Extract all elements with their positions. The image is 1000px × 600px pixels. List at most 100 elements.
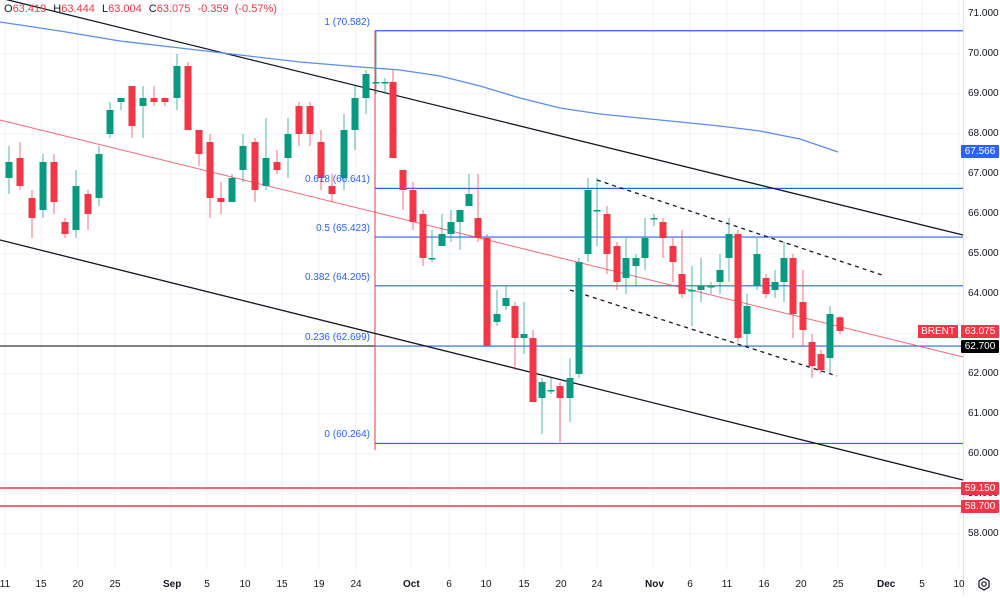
candle-body xyxy=(306,106,314,134)
open-key: O xyxy=(4,3,13,15)
price-tag: 67.566 xyxy=(961,145,999,159)
candle-body xyxy=(716,270,724,282)
price-tick-label: 62.000 xyxy=(968,368,999,379)
candle-body xyxy=(762,278,770,294)
price-tick-label: 69.000 xyxy=(968,88,999,99)
candle-body xyxy=(575,262,583,374)
gear-icon[interactable] xyxy=(977,577,991,591)
candle-body xyxy=(632,258,640,266)
trend-line-channel-mid xyxy=(0,119,964,358)
candle-body xyxy=(743,306,751,334)
candle-body xyxy=(641,238,649,258)
time-tick-label: Nov xyxy=(645,579,664,590)
candle-body xyxy=(688,290,696,292)
candle-body xyxy=(284,134,292,158)
candle-body xyxy=(538,382,546,398)
candle-body xyxy=(593,210,601,212)
candle-body xyxy=(399,170,407,190)
time-tick-label: 24 xyxy=(591,579,603,590)
price-tag: 63.075 xyxy=(961,325,999,338)
candle-body xyxy=(95,154,103,198)
low-key: L xyxy=(101,3,109,15)
price-tag: 62.700 xyxy=(961,340,999,353)
candle-body xyxy=(753,254,761,286)
fib-level-label: 0.236 (62.699) xyxy=(304,332,370,344)
price-tick-label: 67.000 xyxy=(968,168,999,179)
candle-body xyxy=(217,198,225,202)
candle-body xyxy=(340,130,348,178)
open-value: 63.419 xyxy=(12,3,47,15)
time-tick-label: 19 xyxy=(313,579,325,590)
fib-level-label: 0.382 (64.205) xyxy=(304,271,370,283)
candle-body xyxy=(799,302,807,330)
candle-body xyxy=(206,142,214,198)
candle-body xyxy=(139,98,147,106)
candle-body xyxy=(826,314,834,358)
price-tick-label: 61.000 xyxy=(968,408,999,419)
candle-body xyxy=(295,106,303,134)
candle-body xyxy=(622,258,630,278)
ohlc-legend: O63.419 H63.444 L63.004 C63.075 -0.359 (… xyxy=(4,3,277,15)
time-tick-label: 5 xyxy=(204,579,210,590)
time-tick-label: 10 xyxy=(953,579,965,590)
candle-body xyxy=(669,246,677,262)
candle-body xyxy=(520,334,528,338)
candle-body xyxy=(707,286,715,288)
candle-body xyxy=(72,186,80,230)
change-pct: (-0.57%) xyxy=(234,3,277,15)
time-tick-label: 15 xyxy=(35,579,47,590)
candle-body xyxy=(84,194,92,214)
candle-body xyxy=(456,210,464,222)
candle-body xyxy=(173,66,181,98)
symbol-tag: BRENT xyxy=(918,325,958,338)
close-value: 63.075 xyxy=(156,3,191,15)
candle-body xyxy=(789,258,797,314)
trend-line-channel-upper xyxy=(5,0,964,236)
time-tick-label: 5 xyxy=(919,579,925,590)
candle-body xyxy=(428,258,436,260)
price-tick-label: 68.000 xyxy=(968,128,999,139)
candle-body xyxy=(195,130,203,154)
price-tick-label: 71.000 xyxy=(968,8,999,19)
price-tag: 58.700 xyxy=(961,500,999,513)
candle-body xyxy=(734,234,742,338)
candle-body xyxy=(28,198,36,218)
time-tick-label: 15 xyxy=(518,579,530,590)
time-tick-label: 15 xyxy=(276,579,288,590)
candle-body xyxy=(547,390,555,392)
price-tick-label: 65.000 xyxy=(968,248,999,259)
candle-body xyxy=(650,218,658,220)
time-tick-label: 10 xyxy=(480,579,492,590)
time-tick-label: 16 xyxy=(758,579,770,590)
candle-body xyxy=(529,338,537,402)
candle-body xyxy=(5,162,13,178)
time-tick-label: 20 xyxy=(795,579,807,590)
candle-body xyxy=(511,306,519,338)
candle-body xyxy=(447,222,455,234)
candle-body xyxy=(808,342,816,366)
price-tag: 59.150 xyxy=(961,482,999,495)
candle-body xyxy=(184,66,192,130)
candle-body xyxy=(836,317,844,331)
candle-body xyxy=(161,98,169,102)
candle-body xyxy=(50,162,58,202)
candle-body xyxy=(61,222,69,234)
candle-body xyxy=(603,214,611,254)
time-tick-label: Dec xyxy=(877,579,896,590)
price-tick-label: 66.000 xyxy=(968,208,999,219)
candle-body xyxy=(251,142,259,190)
candle-body xyxy=(351,98,359,130)
time-tick-label: 6 xyxy=(446,579,452,590)
time-tick-label: Sep xyxy=(163,579,182,590)
time-tick-label: 20 xyxy=(72,579,84,590)
time-tick-label: Oct xyxy=(403,579,420,590)
fib-level-label: 0.618 (66.641) xyxy=(304,174,370,186)
candle-body xyxy=(493,314,501,322)
time-tick-label: 25 xyxy=(109,579,121,590)
price-tick-label: 70.000 xyxy=(968,48,999,59)
candle-body xyxy=(771,282,779,290)
fib-level-label: 1 (70.582) xyxy=(324,16,370,28)
price-tick-label: 60.000 xyxy=(968,448,999,459)
